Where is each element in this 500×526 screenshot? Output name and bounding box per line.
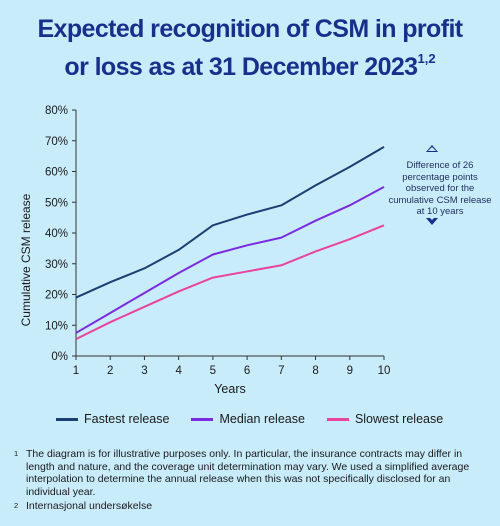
x-tick-label: 5 — [210, 365, 216, 377]
legend: Fastest release Median release Slowest r… — [56, 412, 456, 426]
chart-title-line2: or loss as at 31 December 20231,2 — [0, 44, 500, 82]
x-tick-label: 6 — [244, 365, 250, 377]
legend-item-median: Median release — [191, 412, 305, 426]
footnotes: 1 The diagram is for illustrative purpos… — [14, 448, 490, 515]
legend-item-slowest: Slowest release — [326, 412, 444, 426]
y-tick-label: 20% — [45, 290, 68, 302]
series-line-median-release — [75, 185, 385, 334]
footnote: 1 The diagram is for illustrative purpos… — [14, 448, 490, 498]
x-tick-label: 4 — [175, 365, 182, 377]
x-tick-label: 7 — [278, 365, 284, 377]
x-tick-label: 2 — [107, 365, 113, 377]
chart-axes — [72, 109, 385, 360]
legend-swatch-fastest — [56, 417, 78, 421]
footnote-number: 1 — [14, 449, 19, 458]
arrow-down-icon — [426, 216, 438, 225]
x-tick-label: 1 — [73, 365, 79, 377]
footnote-text: Internasjonal undersøkelse — [26, 500, 153, 512]
x-tick-label: 9 — [347, 365, 353, 377]
footnote: 2 Internasjonal undersøkelse — [14, 500, 490, 513]
legend-label-median: Median release — [219, 412, 305, 426]
y-tick-label: 10% — [45, 320, 68, 332]
x-tick-label: 8 — [312, 365, 318, 377]
footnote-text: The diagram is for illustrative purposes… — [26, 448, 470, 498]
series-line-slowest-release — [75, 224, 385, 340]
y-axis-label: Cumulative CSM release — [19, 193, 33, 326]
legend-label-slowest: Slowest release — [354, 412, 444, 426]
chart-title-line1: Expected recognition of CSM in profit — [37, 15, 463, 43]
y-tick-label: 40% — [45, 228, 68, 240]
x-tick-labels: 1 2 3 4 5 6 7 8 9 10 — [73, 365, 391, 377]
arrow-up-icon — [426, 145, 438, 152]
chart-title: Expected recognition of CSM in profit or… — [0, 14, 500, 82]
legend-swatch-slowest — [326, 417, 349, 421]
title-superscript: 1,2 — [417, 51, 436, 66]
y-tick-label: 50% — [45, 197, 68, 209]
y-tick-labels: 0% 10% 20% 30% 40% 50% 60% 70% 80% — [45, 105, 68, 363]
y-tick-label: 70% — [45, 136, 68, 148]
legend-item-fastest: Fastest release — [56, 412, 169, 426]
y-tick-label: 80% — [45, 105, 68, 117]
legend-label-fastest: Fastest release — [84, 412, 170, 426]
legend-swatch-median — [191, 417, 214, 421]
series-lines — [75, 146, 385, 340]
x-tick-label: 10 — [378, 365, 391, 377]
y-tick-label: 60% — [45, 167, 68, 179]
x-tick-label: 3 — [141, 365, 147, 377]
y-tick-label: 0% — [51, 351, 68, 363]
x-axis-label: Years — [214, 382, 246, 396]
footnote-number: 2 — [14, 501, 19, 510]
chart-title-line2-text: or loss as at 31 December 2023 — [64, 53, 418, 81]
y-tick-label: 30% — [45, 259, 68, 271]
difference-annotation: Difference of 26 percentage points obser… — [388, 160, 492, 217]
line-chart: 0% 10% 20% 30% 40% 50% 60% 70% 80% 1 2 3 4 5 6 7 8 9 10 C… — [19, 105, 391, 396]
series-line-fastest-release — [75, 146, 385, 299]
